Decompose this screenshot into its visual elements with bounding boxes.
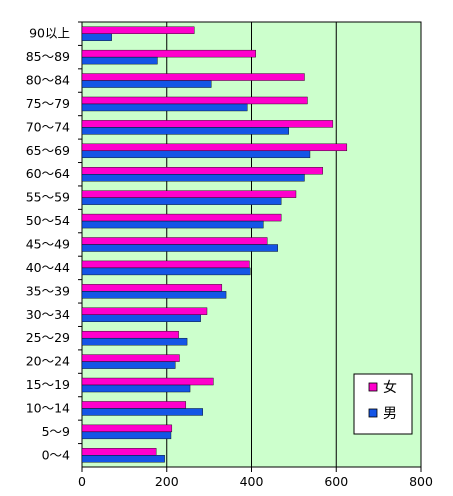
legend-label-female: 女: [383, 379, 397, 396]
bar-male: [81, 361, 176, 369]
x-tick-label: 400: [240, 474, 264, 489]
x-tick-label: 200: [155, 474, 179, 489]
category-label: 30〜34: [26, 307, 70, 322]
legend-swatch-female: [368, 382, 378, 392]
bar-male: [81, 103, 248, 112]
bar-female: [81, 377, 214, 386]
legend-box: [353, 373, 413, 435]
bar-female: [81, 73, 305, 81]
bar-female: [81, 143, 348, 152]
bars: [81, 26, 348, 463]
bar-female: [81, 167, 323, 175]
bar-male: [81, 291, 227, 299]
category-label: 15〜19: [26, 377, 70, 392]
bar-female: [81, 330, 179, 339]
bar-male: [81, 56, 158, 65]
x-tick-label: 0: [78, 474, 86, 489]
category-label: 85〜89: [26, 49, 70, 64]
bar-male: [81, 127, 289, 135]
category-label: 50〜54: [26, 213, 70, 228]
x-tick-labels: 0 200 400 600 800: [78, 474, 433, 489]
category-label: 65〜69: [26, 143, 70, 158]
bar-male: [81, 244, 278, 252]
bar-male: [81, 384, 191, 393]
bar-female: [81, 213, 282, 222]
category-label: 75〜79: [26, 96, 70, 111]
bar-female: [81, 96, 308, 105]
category-label: 20〜24: [26, 354, 70, 369]
category-label: 70〜74: [26, 119, 70, 134]
x-tick-label: 800: [409, 474, 433, 489]
bar-male: [81, 150, 311, 159]
bar-female: [81, 307, 208, 315]
bar-female: [81, 237, 268, 245]
legend: 女 男: [353, 373, 413, 435]
bar-male: [81, 80, 212, 88]
legend-swatch-male: [368, 408, 378, 418]
category-label: 0〜4: [42, 447, 70, 462]
bar-female: [81, 424, 173, 433]
bar-female: [81, 190, 297, 198]
bar-male: [81, 220, 264, 229]
bar-male: [81, 267, 251, 276]
bar-female: [81, 448, 157, 456]
bar-male: [81, 197, 282, 205]
bar-male: [81, 408, 203, 416]
bar-female: [81, 120, 334, 128]
category-label: 45〜49: [26, 237, 70, 252]
bar-male: [81, 314, 201, 322]
category-label: 60〜64: [26, 166, 70, 181]
bar-male: [81, 431, 172, 440]
category-label: 5〜9: [42, 424, 70, 439]
bar-female: [81, 49, 256, 58]
category-label: 40〜44: [26, 260, 70, 275]
bar-male: [81, 455, 165, 463]
bar-male: [81, 174, 305, 182]
legend-label-male: 男: [383, 406, 397, 422]
category-label: 25〜29: [26, 330, 70, 345]
category-label: 35〜39: [26, 283, 70, 298]
category-label: 55〜59: [26, 190, 70, 205]
bar-male: [81, 33, 112, 41]
bar-female: [81, 260, 250, 269]
bar-male: [81, 337, 188, 346]
category-label: 10〜14: [26, 400, 70, 415]
bar-female: [81, 354, 180, 362]
bar-female: [81, 284, 223, 292]
category-label: 90以上: [29, 26, 70, 41]
x-tick-label: 600: [324, 474, 348, 489]
category-label: 80〜84: [26, 73, 70, 88]
bar-female: [81, 401, 187, 409]
category-labels: 90以上 85〜89 80〜84 75〜79 70〜74 65〜69 60〜64 55〜59 5…: [26, 21, 82, 462]
bar-female: [81, 26, 195, 34]
